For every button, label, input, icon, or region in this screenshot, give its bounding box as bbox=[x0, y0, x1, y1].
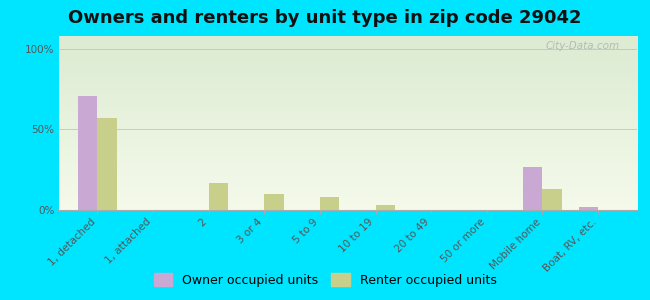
Bar bbox=[523, 167, 543, 210]
Text: Owners and renters by unit type in zip code 29042: Owners and renters by unit type in zip c… bbox=[68, 9, 582, 27]
Bar bbox=[78, 96, 98, 210]
Bar bbox=[578, 207, 598, 210]
Bar bbox=[320, 197, 339, 210]
Bar bbox=[209, 183, 228, 210]
Bar bbox=[265, 194, 284, 210]
Bar bbox=[543, 189, 562, 210]
Text: City-Data.com: City-Data.com bbox=[545, 41, 619, 51]
Bar bbox=[98, 118, 117, 210]
Legend: Owner occupied units, Renter occupied units: Owner occupied units, Renter occupied un… bbox=[150, 270, 500, 291]
Bar bbox=[376, 205, 395, 210]
